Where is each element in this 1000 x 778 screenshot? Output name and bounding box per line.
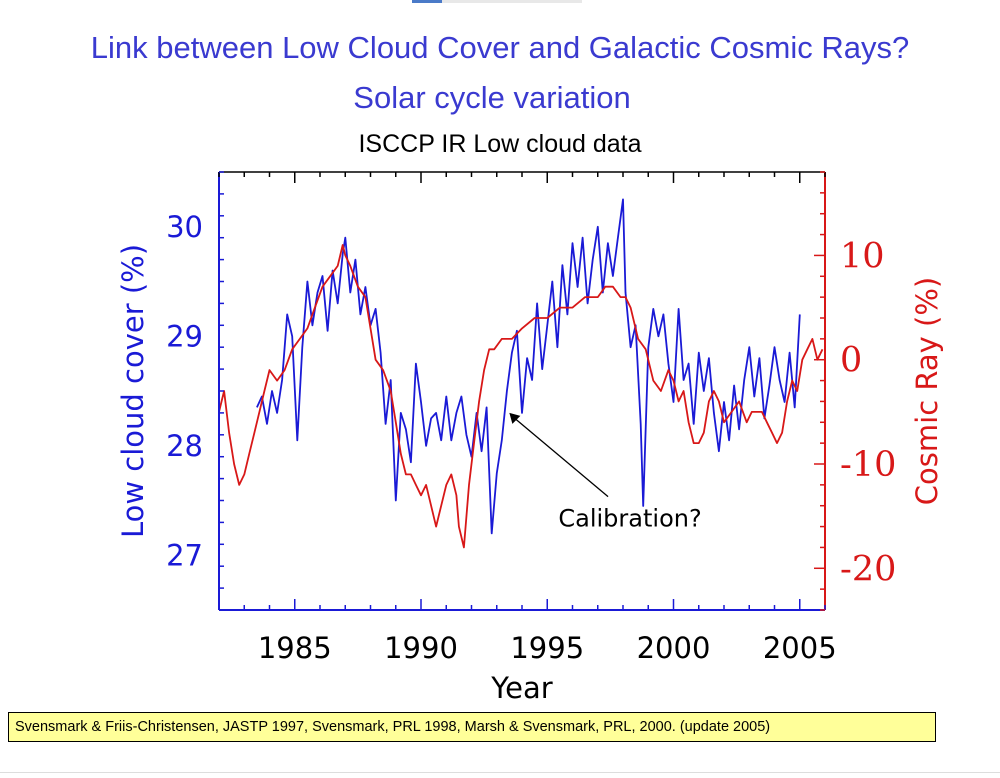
y-right-tick-label: -10 bbox=[840, 445, 896, 485]
slide-title: Link between Low Cloud Cover and Galacti… bbox=[90, 30, 910, 65]
y-right-axis-title: Cosmic Ray (%) bbox=[910, 277, 944, 505]
annotation-arrow-head bbox=[509, 412, 521, 424]
low-cloud-cover-line bbox=[256, 198, 801, 535]
bottom-divider bbox=[0, 772, 1000, 773]
top-tab-bar bbox=[412, 0, 582, 3]
x-tick-label: 2000 bbox=[637, 631, 711, 665]
y-left-tick-label: 29 bbox=[166, 319, 203, 353]
y-right-tick-label: 10 bbox=[840, 236, 885, 276]
y-right-tick-label: 0 bbox=[840, 341, 862, 381]
y-left-tick-label: 30 bbox=[166, 210, 203, 244]
series-layer bbox=[218, 198, 824, 549]
labels-layer: 1985 1990 1995 2000 2005 27 28 29 30 -20 -10 0 10 Yea… bbox=[116, 210, 944, 705]
y-left-axis-title: Low cloud cover (%) bbox=[116, 244, 150, 538]
cosmic-ray-line bbox=[218, 244, 824, 549]
y-right-tick-label: -20 bbox=[840, 549, 896, 589]
top-tab-accent bbox=[412, 0, 442, 3]
citation-footer: Svensmark & Friis-Christensen, JASTP 199… bbox=[8, 712, 936, 742]
x-tick-label: 1995 bbox=[510, 631, 584, 665]
ticks-layer bbox=[218, 171, 826, 611]
y-left-tick-label: 28 bbox=[166, 429, 203, 463]
annotation-layer: Calibration? bbox=[509, 412, 702, 533]
slide-subtitle: Solar cycle variation bbox=[353, 80, 631, 115]
dataset-label: ISCCP IR Low cloud data bbox=[358, 130, 642, 158]
x-tick-label: 1985 bbox=[258, 631, 332, 665]
y-left-tick-label: 27 bbox=[166, 538, 203, 572]
x-tick-label: 2005 bbox=[763, 631, 837, 665]
x-axis-title: Year bbox=[490, 671, 552, 705]
x-tick-label: 1990 bbox=[384, 631, 458, 665]
annotation-arrow-line bbox=[514, 418, 609, 498]
annotation-text: Calibration? bbox=[558, 505, 701, 533]
